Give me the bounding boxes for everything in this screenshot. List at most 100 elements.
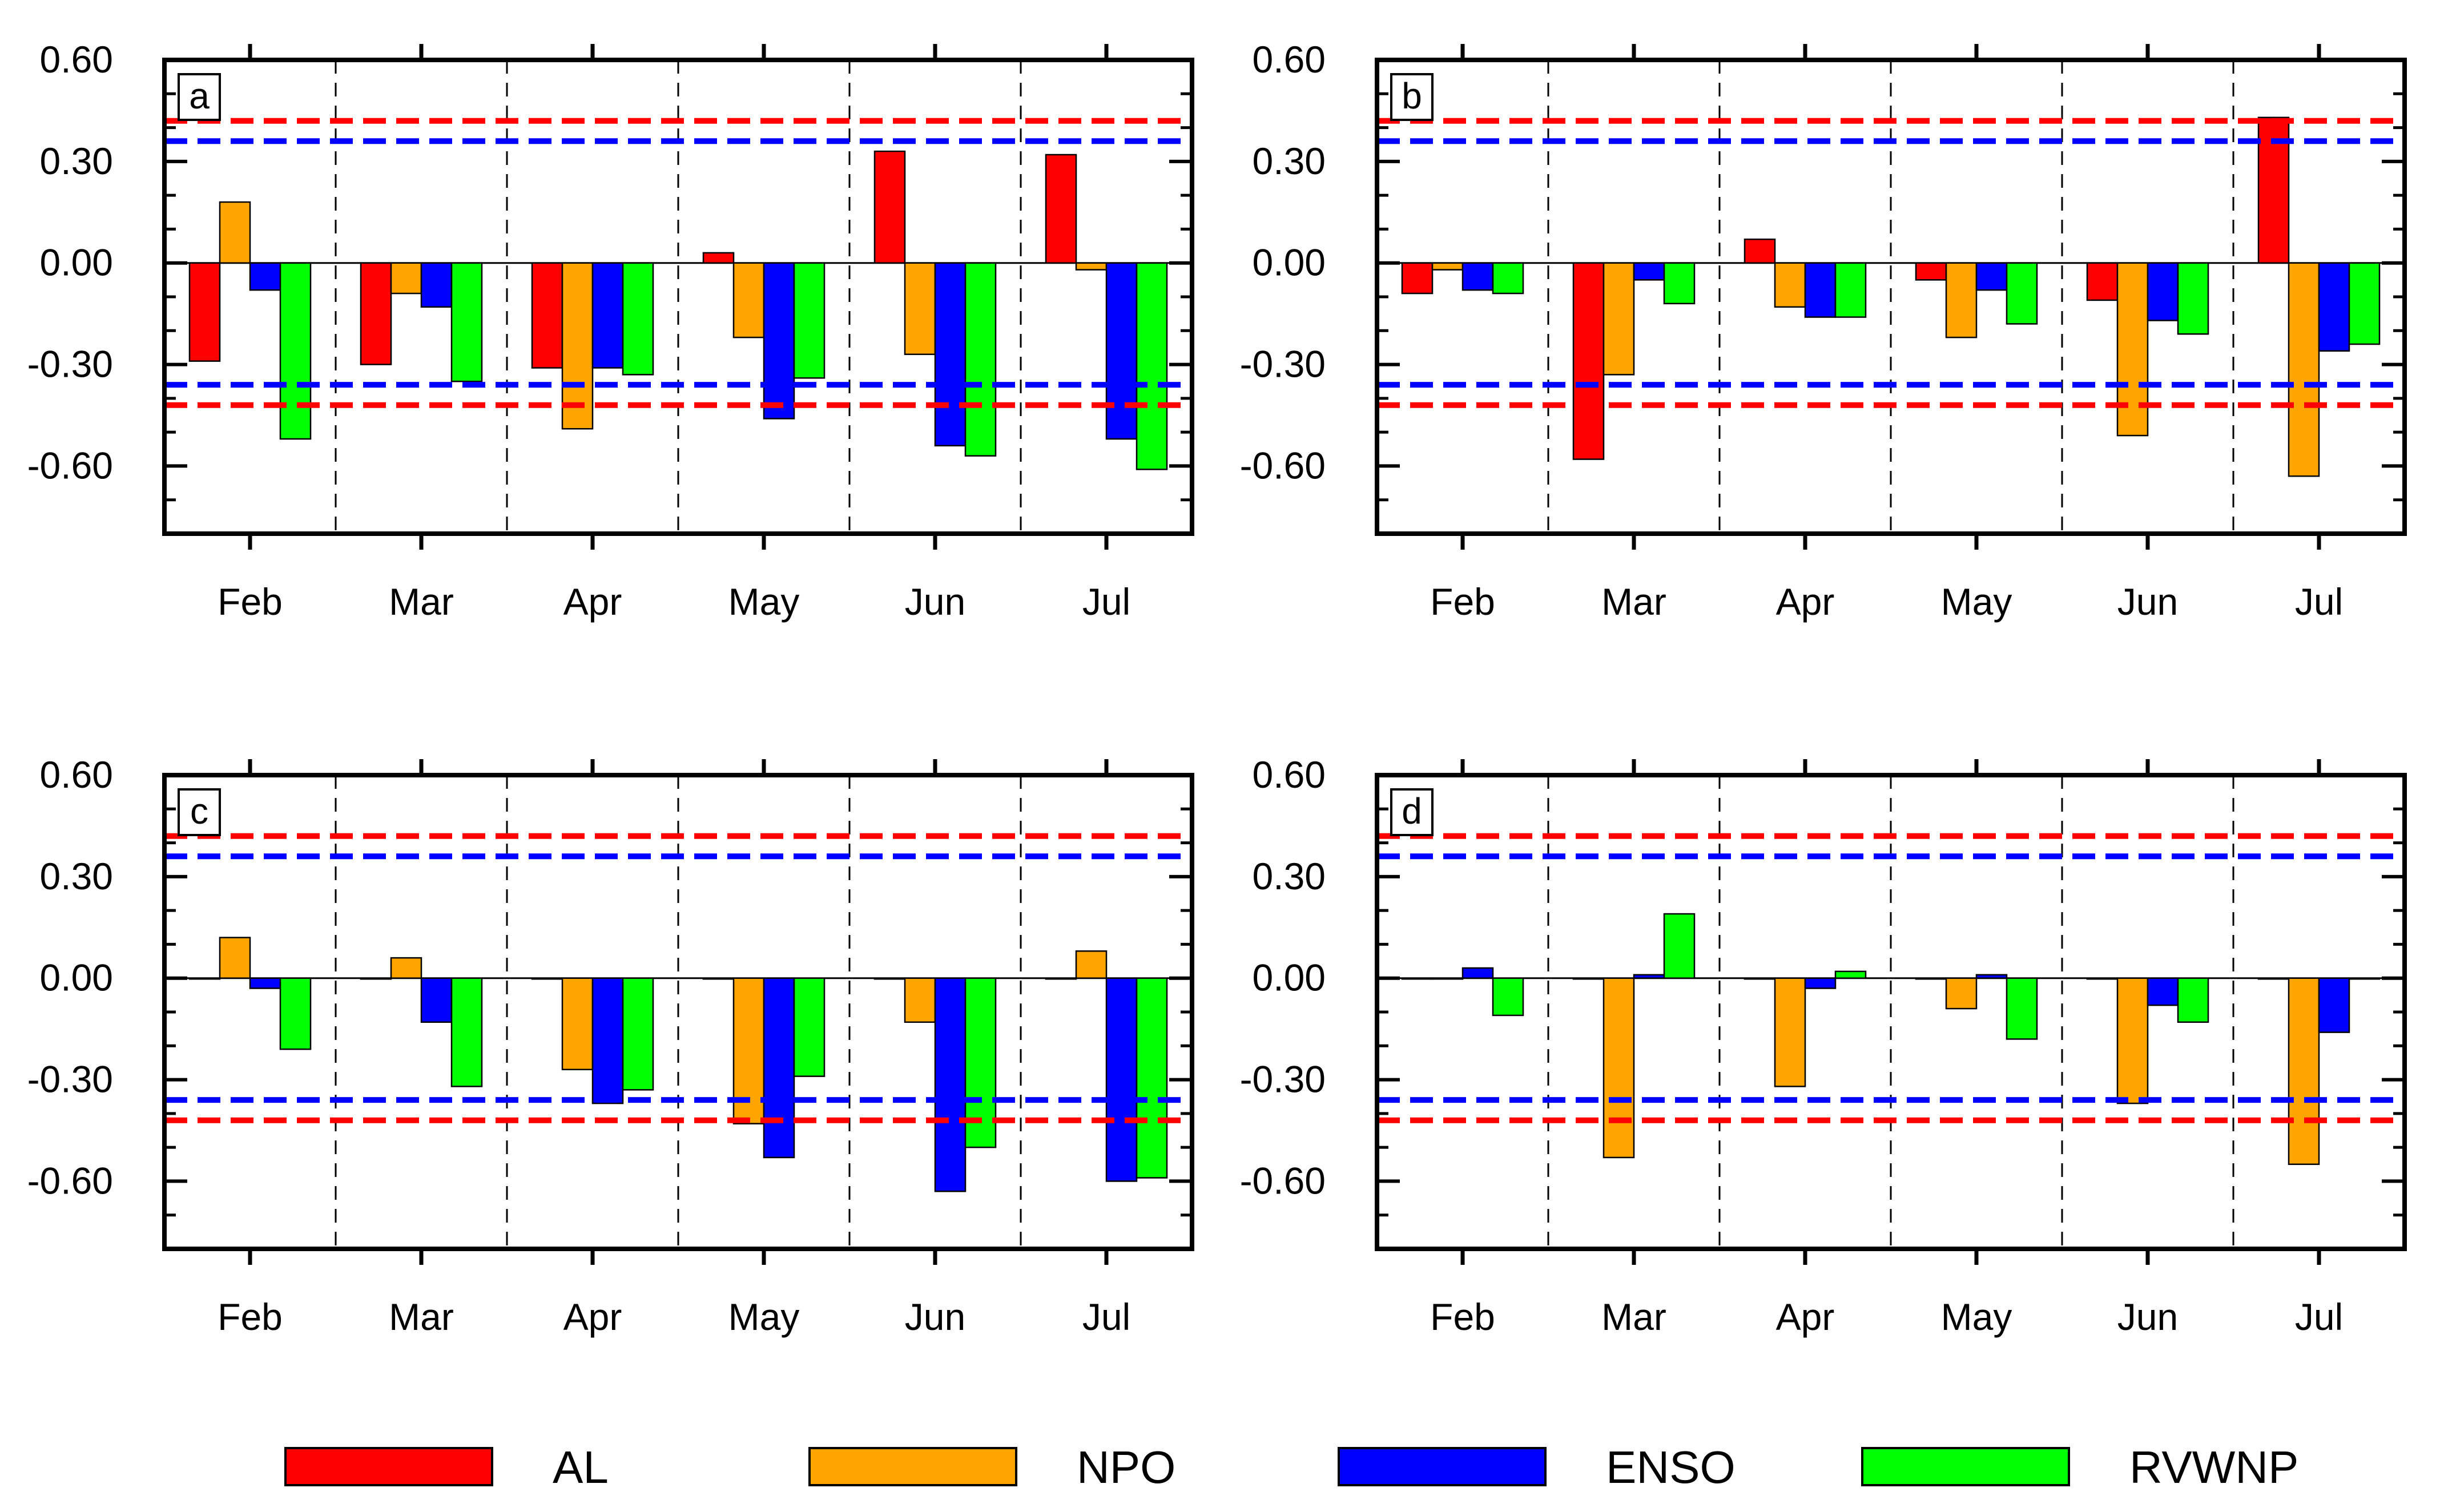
bar-npo-jul bbox=[1075, 950, 1108, 979]
bar-al-jun bbox=[2086, 262, 2119, 301]
bar-npo-jun bbox=[904, 977, 936, 1023]
y-tick-label: 0.00 bbox=[40, 957, 113, 999]
month-label: Jul bbox=[2295, 580, 2343, 623]
y-tick-label: 0.60 bbox=[40, 753, 113, 796]
month-label: May bbox=[1941, 1296, 2012, 1338]
bar-enso-feb bbox=[1461, 262, 1494, 291]
bar-rvwnp-jul bbox=[2348, 262, 2381, 345]
panel-c: 0.60 0.30 0.00 -0.30 -0.60 Feb Mar Apr May Jun Jul… bbox=[27, 753, 1194, 1338]
bar-al-jun bbox=[873, 150, 906, 264]
bar-rvwnp-jun bbox=[964, 262, 997, 457]
bar-rvwnp-mar bbox=[1663, 262, 1696, 305]
bar-rvwnp-jul bbox=[2348, 977, 2381, 980]
bar-al-jul bbox=[1045, 154, 1077, 264]
y-tick-label: 0.30 bbox=[1253, 855, 1326, 897]
bar-enso-feb bbox=[249, 977, 281, 989]
y-tick-label: -0.30 bbox=[1240, 343, 1326, 385]
bar-rvwnp-apr bbox=[1834, 970, 1867, 979]
panel-a: 0.60 0.30 0.00 -0.30 -0.60 Feb Mar Apr May Jun Jul… bbox=[27, 38, 1194, 623]
bar-al-may bbox=[1915, 977, 1947, 980]
bar-enso-mar bbox=[420, 977, 453, 1023]
bar-rvwnp-mar bbox=[450, 262, 483, 382]
y-tick-label: -0.30 bbox=[1240, 1058, 1326, 1100]
bar-npo-mar bbox=[390, 262, 422, 295]
month-label: Feb bbox=[218, 580, 283, 623]
y-tick-label: 0.00 bbox=[1253, 957, 1326, 999]
panel-d: 0.60 0.30 0.00 -0.30 -0.60 Feb Mar Apr May Jun Jul… bbox=[1240, 753, 2407, 1338]
month-label: Jun bbox=[905, 1296, 965, 1338]
bar-al-may bbox=[702, 252, 735, 264]
y-tick-label: 0.30 bbox=[1253, 140, 1326, 182]
panel-letter: d bbox=[1402, 791, 1422, 832]
bar-enso-jun bbox=[934, 262, 967, 447]
bar-npo-may bbox=[1945, 262, 1978, 338]
bar-rvwnp-mar bbox=[450, 977, 483, 1087]
bar-npo-jul bbox=[2288, 977, 2320, 1166]
bar-npo-apr bbox=[561, 262, 594, 430]
y-tick-label: 0.00 bbox=[40, 241, 113, 284]
month-label: Apr bbox=[563, 580, 622, 623]
bar-enso-apr bbox=[1804, 977, 1837, 989]
bar-rvwnp-jul bbox=[1136, 977, 1168, 1179]
bar-enso-jul bbox=[2318, 977, 2350, 1033]
bar-al-jun bbox=[2086, 977, 2119, 980]
legend-label-enso: ENSO bbox=[1606, 1442, 1736, 1493]
bar-enso-apr bbox=[591, 262, 624, 369]
month-label: Jul bbox=[1082, 1296, 1130, 1338]
legend: AL NPO ENSO RVWNP bbox=[284, 1442, 2298, 1493]
bar-npo-feb bbox=[1431, 977, 1464, 980]
bar-enso-mar bbox=[1633, 262, 1665, 281]
bar-enso-apr bbox=[1804, 262, 1837, 318]
bar-rvwnp-feb bbox=[279, 262, 312, 440]
panel-letter: c bbox=[190, 791, 208, 832]
bar-rvwnp-jun bbox=[2177, 262, 2209, 335]
bar-rvwnp-may bbox=[793, 262, 826, 379]
month-label: May bbox=[728, 1296, 800, 1338]
panels: 0.60 0.30 0.00 -0.30 -0.60 Feb Mar Apr May Jun Jul… bbox=[27, 38, 2407, 1338]
bar-enso-jun bbox=[2147, 262, 2179, 321]
bar-enso-mar bbox=[420, 262, 453, 308]
month-label: May bbox=[1941, 580, 2012, 623]
legend-label-npo: NPO bbox=[1077, 1442, 1175, 1493]
y-tick-label: 0.60 bbox=[40, 38, 113, 80]
bar-al-mar bbox=[360, 977, 392, 980]
y-tick-label: 0.30 bbox=[40, 140, 113, 182]
bar-al-jun bbox=[873, 977, 906, 980]
month-label: Apr bbox=[563, 1296, 622, 1338]
bar-npo-feb bbox=[219, 937, 251, 979]
bar-enso-feb bbox=[249, 262, 281, 291]
bar-npo-apr bbox=[1774, 262, 1806, 308]
month-label: Apr bbox=[1776, 580, 1835, 623]
month-label: Mar bbox=[389, 1296, 454, 1338]
bar-enso-jul bbox=[1105, 262, 1138, 440]
bar-npo-jul bbox=[2288, 262, 2320, 477]
y-tick-label: 0.00 bbox=[1253, 241, 1326, 284]
legend-swatch-al bbox=[284, 1447, 493, 1486]
bar-rvwnp-feb bbox=[1492, 262, 1524, 295]
y-tick-label: -0.60 bbox=[1240, 1159, 1326, 1201]
bar-rvwnp-feb bbox=[1492, 977, 1524, 1017]
bar-npo-jul bbox=[1075, 262, 1108, 271]
bar-npo-apr bbox=[561, 977, 594, 1071]
month-label: Mar bbox=[1601, 1296, 1666, 1338]
bar-npo-jun bbox=[2116, 262, 2149, 437]
month-label: May bbox=[728, 580, 800, 623]
bar-al-may bbox=[1915, 262, 1947, 281]
bar-rvwnp-may bbox=[2006, 262, 2038, 325]
bar-npo-may bbox=[1945, 977, 1978, 1010]
bar-enso-mar bbox=[1633, 974, 1665, 979]
y-tick-label: -0.60 bbox=[27, 1159, 113, 1201]
month-label: Mar bbox=[389, 580, 454, 623]
panel-letter-box bbox=[1390, 788, 1434, 836]
y-tick-label: 0.60 bbox=[1253, 38, 1326, 80]
month-label: Feb bbox=[1430, 580, 1495, 623]
bar-al-feb bbox=[188, 262, 221, 362]
bar-rvwnp-may bbox=[793, 977, 826, 1077]
y-tick-label: 0.30 bbox=[40, 855, 113, 897]
month-label: Feb bbox=[1430, 1296, 1495, 1338]
panel-letter-box bbox=[178, 788, 221, 836]
panel-b: 0.60 0.30 0.00 -0.30 -0.60 Feb Mar Apr May Jun Jul… bbox=[1240, 38, 2407, 623]
bar-enso-may bbox=[763, 977, 795, 1159]
bar-rvwnp-apr bbox=[1834, 262, 1867, 318]
bar-npo-feb bbox=[1431, 262, 1464, 271]
